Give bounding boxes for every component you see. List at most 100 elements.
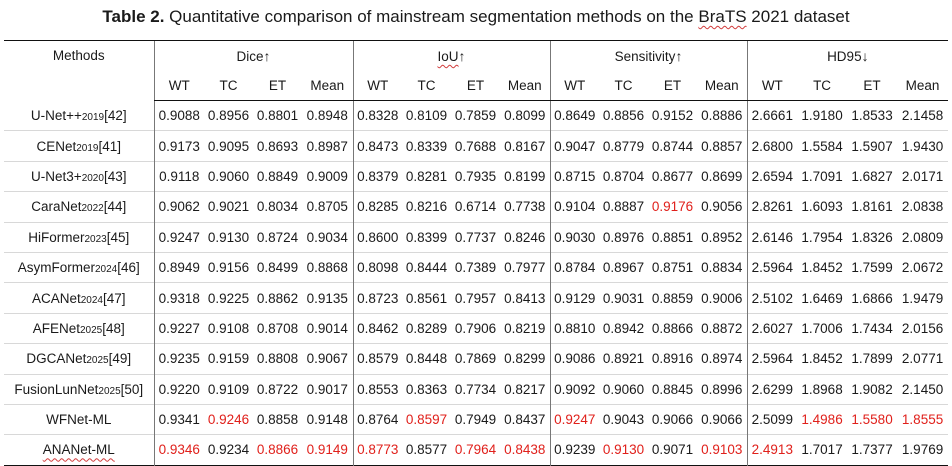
- value-cell: 0.9104: [549, 191, 600, 223]
- value-cell: 0.7738: [500, 191, 551, 223]
- value-cell: 2.0156: [897, 312, 949, 344]
- subcol-header-wt: WT: [352, 71, 403, 101]
- value-cell: 0.8916: [648, 343, 698, 375]
- value-cell: 0.9021: [204, 191, 253, 223]
- value-cell: 0.9060: [204, 160, 253, 192]
- value-cell: 2.5964: [746, 343, 798, 375]
- table-row: ACANet2024[47] 0.9318 0.9225 0.8862 0.9135 0.…: [4, 282, 949, 314]
- value-cell: 0.8281: [402, 160, 452, 192]
- value-cell: 0.8872: [697, 312, 748, 344]
- value-cell: 0.9009: [302, 160, 354, 192]
- value-cell: 0.8704: [599, 160, 649, 192]
- value-cell: 0.8866: [253, 434, 302, 466]
- subcol-header-wt: WT: [549, 71, 600, 101]
- value-cell: 0.9067: [302, 343, 354, 375]
- value-cell: 0.8751: [648, 251, 698, 283]
- value-cell: 1.6093: [797, 191, 848, 223]
- value-cell: 0.8167: [500, 130, 551, 162]
- subcol-header-mean: Mean: [302, 71, 354, 101]
- value-cell: 0.8034: [253, 191, 302, 223]
- method-ref: [46]: [117, 260, 140, 276]
- value-cell: 0.9014: [302, 312, 354, 344]
- value-cell: 0.8801: [256, 108, 299, 124]
- value-cell: 0.9234: [204, 434, 253, 466]
- value-cell: 0.8600: [352, 221, 403, 253]
- value-cell: 0.9346: [153, 434, 204, 466]
- value-cell: 0.8956: [207, 108, 250, 124]
- value-cell: 0.9152: [651, 108, 694, 124]
- value-cell: 0.8438: [500, 434, 551, 466]
- value-cell: 1.8452: [797, 343, 848, 375]
- table-row: CaraNet2022[44] 0.9062 0.9021 0.8034 0.8705 0…: [4, 191, 949, 223]
- value-cell: 0.8708: [253, 312, 302, 344]
- value-cell: 0.8974: [697, 343, 748, 375]
- method-name: FusionLunNet: [14, 381, 99, 397]
- value-cell: 0.8473: [352, 130, 403, 162]
- value-cell: 0.9246: [204, 403, 253, 435]
- value-cell: 1.6866: [847, 282, 898, 314]
- table-row: WFNet-ML 0.9341 0.9246 0.8858 0.9148 0.8764 0.…: [4, 403, 949, 435]
- value-cell: 1.7091: [797, 160, 848, 192]
- methods-header: Methods: [4, 40, 154, 101]
- value-cell: 0.8779: [599, 130, 649, 162]
- method-name-cell: CaraNet2022[44]: [4, 191, 154, 223]
- value-cell: 0.9129: [549, 282, 600, 314]
- method-name-cell: ANANet-ML: [4, 434, 154, 466]
- method-name: ACANet: [31, 290, 81, 306]
- value-cell: 0.8967: [599, 251, 649, 283]
- method-name: HiFormer: [28, 229, 85, 245]
- value-cell: 1.7434: [847, 312, 898, 344]
- value-cell: 1.5580: [847, 403, 898, 435]
- value-cell: 1.9479: [897, 282, 949, 314]
- subcol-header-et: ET: [847, 71, 898, 101]
- value-cell: 0.8399: [402, 221, 452, 253]
- value-cell: 2.6594: [746, 160, 798, 192]
- value-cell: 0.7869: [451, 343, 501, 375]
- value-cell: 0.8561: [402, 282, 452, 314]
- group-header-hd95: HD95↓: [746, 40, 949, 71]
- method-name: WFNet-ML: [46, 412, 112, 428]
- value-cell: 0.8098: [352, 251, 403, 283]
- value-cell: 0.8448: [402, 343, 452, 375]
- value-cell: 0.9056: [697, 191, 748, 223]
- table-row: FusionLunNet2025[50] 0.9220 0.9109 0.8722 0.…: [4, 373, 949, 405]
- value-cell: 0.9109: [204, 373, 253, 405]
- value-cell: 0.9086: [549, 343, 600, 375]
- value-cell: 0.8699: [697, 160, 748, 192]
- value-cell: 0.8379: [352, 160, 403, 192]
- method-year: 2025: [86, 355, 109, 367]
- method-year: 2023: [84, 233, 107, 245]
- value-cell: 0.8952: [697, 221, 748, 253]
- value-cell: 0.8299: [500, 343, 551, 375]
- value-cell: 0.8328: [352, 100, 403, 131]
- value-cell: 0.8285: [352, 191, 403, 223]
- value-cell: 0.8996: [697, 373, 748, 405]
- value-cell: 0.9047: [549, 130, 600, 162]
- value-cell: 0.9066: [648, 403, 698, 435]
- method-ref: [45]: [106, 229, 130, 245]
- method-name-cell: AsymFormer2024[46]: [4, 251, 154, 283]
- table-row: HiFormer2023[45] 0.9247 0.9130 0.8724 0.9034…: [4, 221, 949, 253]
- value-cell: 1.8533: [851, 108, 893, 124]
- value-cell: 0.8677: [648, 160, 698, 192]
- value-cell: 0.9088: [153, 100, 204, 131]
- results-table: Methods Dice↑ IoU↑ Sensitivity↑ HD95↓ WT…: [4, 40, 949, 466]
- value-cell: 0.8693: [253, 130, 302, 162]
- value-cell: 0.9062: [153, 191, 204, 223]
- value-cell: 0.8216: [402, 191, 452, 223]
- value-cell: 1.6469: [797, 282, 848, 314]
- value-cell: 2.0771: [897, 343, 949, 375]
- value-cell: 0.8810: [549, 312, 600, 344]
- method-ref: [42]: [104, 107, 127, 123]
- value-cell: 0.8099: [504, 108, 546, 124]
- value-cell: 0.8413: [500, 282, 551, 314]
- value-cell: 0.8462: [352, 312, 403, 344]
- caption-text-after: 2021 dataset: [751, 7, 850, 26]
- value-cell: 0.8553: [352, 373, 403, 405]
- value-cell: 0.8217: [500, 373, 551, 405]
- method-year: 2024: [94, 264, 118, 276]
- table-row: DGCANet2025[49] 0.9235 0.9159 0.8808 0.9067 0…: [4, 343, 949, 375]
- value-cell: 0.9176: [648, 191, 698, 223]
- value-cell: 0.7734: [451, 373, 501, 405]
- value-cell: 0.9071: [648, 434, 698, 466]
